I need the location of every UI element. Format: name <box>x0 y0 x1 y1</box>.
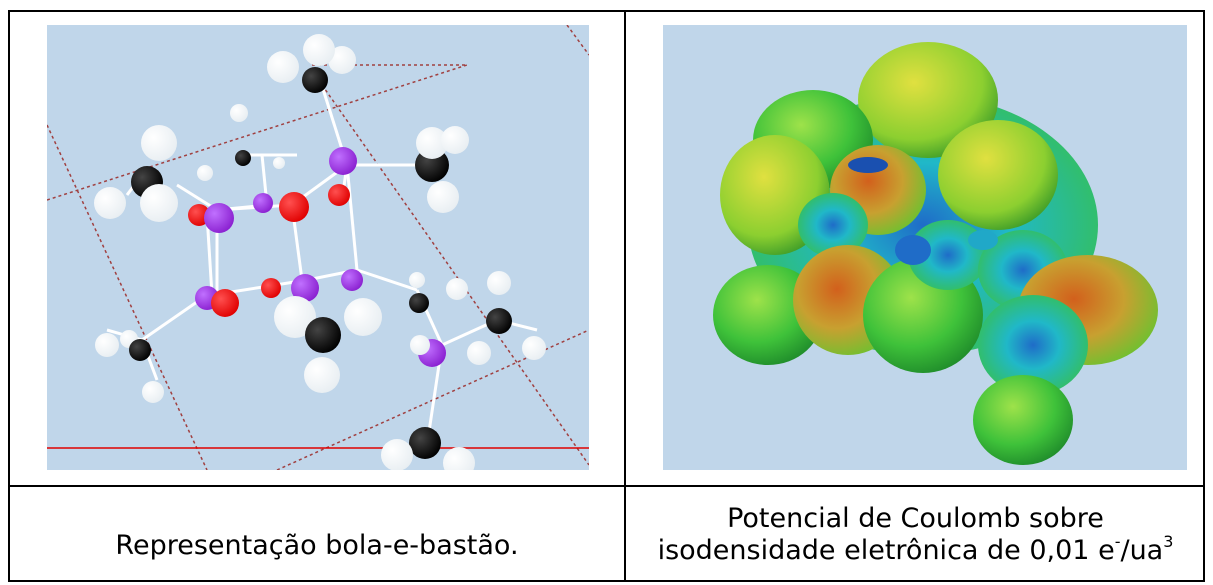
atoms <box>94 34 546 470</box>
coulomb-potential-figure <box>663 25 1187 470</box>
table-divider-horizontal <box>10 485 1203 487</box>
caption-left: Representação bola-e-bastão. <box>115 530 519 561</box>
ball-and-stick-figure <box>47 25 589 470</box>
isosurface <box>713 42 1158 465</box>
caption-right-line2: isodensidade eletrônica de 0,01 e-/ua3 <box>626 532 1205 567</box>
caption-right-prefix: isodensidade eletrônica de 0,01 e <box>657 535 1115 566</box>
caption-right-sup1: - <box>1114 532 1121 551</box>
table-divider-vertical <box>624 12 626 580</box>
figure-table: Representação bola-e-bastão. Potencial d… <box>8 10 1205 582</box>
caption-right-sup2: 3 <box>1163 532 1174 551</box>
caption-right-line1: Potencial de Coulomb sobre <box>727 503 1104 534</box>
caption-right-mid: /ua <box>1120 535 1164 566</box>
ball-and-stick-svg <box>47 25 589 470</box>
caption-right: Potencial de Coulomb sobre isodensidade … <box>626 503 1205 567</box>
coulomb-surface-svg <box>713 42 1158 465</box>
